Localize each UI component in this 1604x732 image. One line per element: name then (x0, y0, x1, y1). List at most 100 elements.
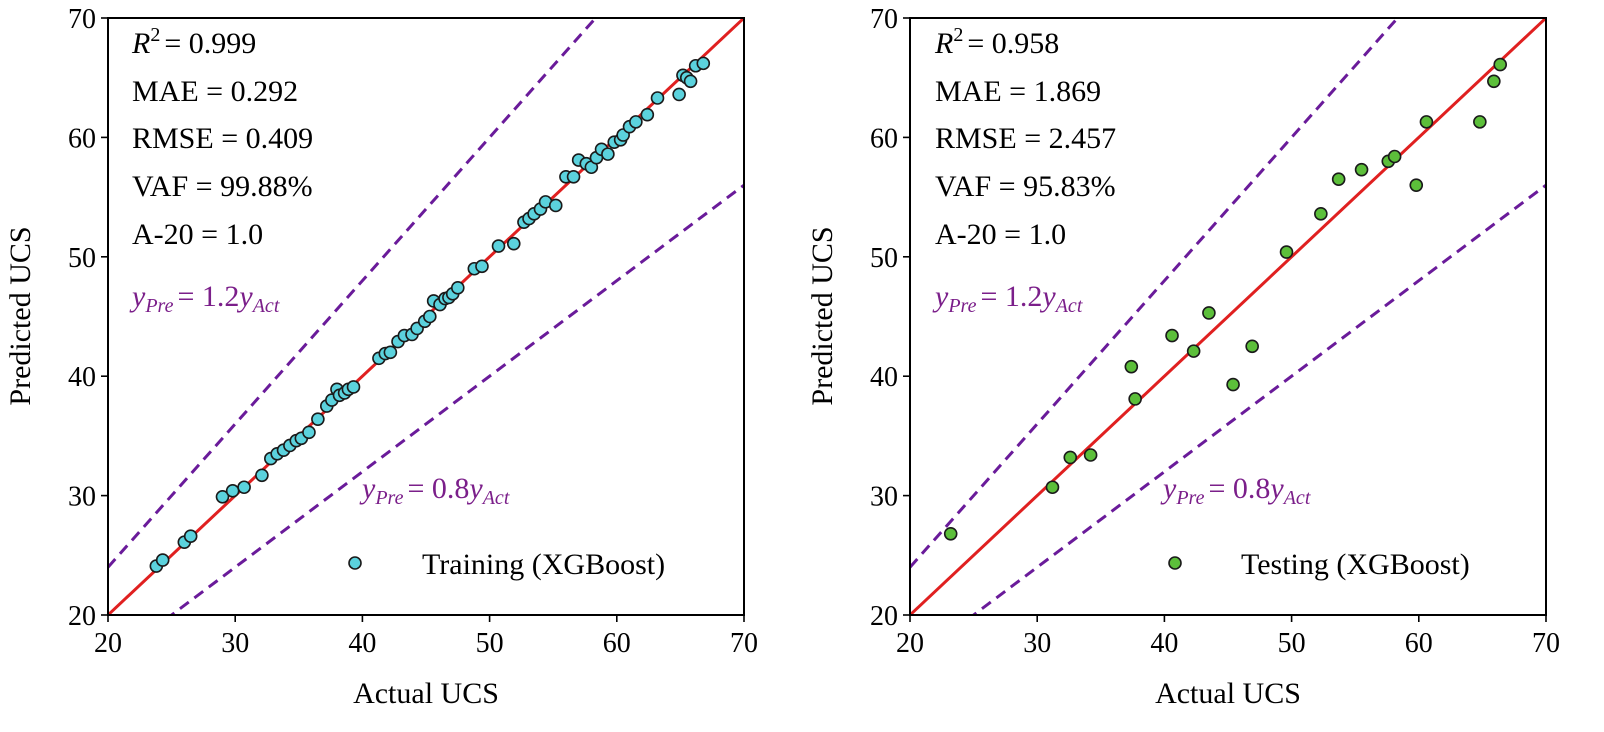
testing-x-tick-label: 70 (1532, 628, 1560, 659)
testing-data-point (1409, 178, 1424, 192)
training-a20-metric: A-20 = 1.0 (132, 218, 263, 251)
training-lower-bound-line (169, 183, 744, 615)
training-data-point (548, 198, 563, 213)
testing-mae-metric: MAE = 1.869 (935, 75, 1101, 108)
testing-data-point (1124, 359, 1139, 374)
training-x-tick-label: 50 (476, 628, 504, 659)
training-data-point (225, 484, 240, 498)
testing-y-tick-label: 40 (870, 362, 898, 393)
training-data-point (215, 489, 230, 504)
training-upper-bound-label: yPre = 1.2yAct (129, 280, 280, 317)
training-ticks: 20 30 40 50 60 70 20 30 40 50 60 70 (68, 4, 758, 659)
testing-data-point (1186, 344, 1201, 358)
training-upper-y-sub: Pre (144, 295, 173, 317)
training-data-point (491, 239, 506, 253)
training-r2-symbol: R (131, 27, 150, 60)
testing-y-tick-label: 60 (870, 123, 898, 154)
training-data-point (640, 107, 655, 122)
testing-ticks: 20 30 40 50 60 70 20 30 40 50 60 70 (870, 4, 1560, 659)
training-data-point (423, 309, 437, 324)
testing-plot-frame (909, 17, 1547, 616)
training-lower-x: y (466, 472, 483, 505)
testing-data-point (1473, 115, 1487, 129)
training-r2-metric: R2 = 0.999 (131, 24, 256, 60)
testing-upper-y-sub: Pre (947, 295, 976, 317)
training-data-point (183, 529, 198, 543)
testing-data-point (1387, 149, 1402, 164)
testing-data-point (1314, 207, 1328, 221)
training-x-tick-label: 70 (730, 628, 758, 659)
training-vaf-metric: VAF = 99.88% (132, 170, 313, 203)
testing-upper-eq: = 1.2 (980, 280, 1042, 313)
training-data-point (302, 425, 316, 440)
training-data-point (475, 259, 489, 274)
testing-lower-eq: = 0.8 (1208, 472, 1270, 505)
testing-legend-label: Testing (XGBoost) (1241, 548, 1470, 581)
testing-x-tick-label: 50 (1278, 628, 1306, 659)
training-data-point (237, 480, 251, 495)
training-plot-frame (107, 17, 745, 616)
training-r2-value: = 0.999 (164, 27, 256, 60)
testing-a20-metric: A-20 = 1.0 (935, 218, 1066, 251)
testing-lower-x-sub: Act (1282, 487, 1311, 509)
training-data-point (506, 236, 521, 251)
testing-y-tick-label: 70 (870, 4, 898, 35)
testing-lower-x: y (1267, 472, 1284, 505)
testing-points (943, 57, 1508, 541)
training-mae-metric: MAE = 0.292 (132, 75, 298, 108)
training-x-tick-label: 20 (94, 628, 122, 659)
training-lower-y-sub: Pre (374, 487, 403, 509)
training-data-point (629, 115, 643, 129)
training-y-axis-label: Predicted UCS (4, 226, 37, 405)
testing-data-point (1063, 450, 1078, 465)
testing-r2-exp: 2 (953, 24, 963, 46)
testing-lower-y-sub: Pre (1175, 487, 1204, 509)
training-y-tick-label: 40 (68, 362, 96, 393)
testing-data-point (1493, 57, 1508, 72)
testing-data-point (1245, 339, 1259, 354)
testing-data-point (943, 527, 958, 541)
testing-r2-value: = 0.958 (967, 27, 1059, 60)
training-legend-marker (348, 556, 362, 570)
testing-upper-bound-label: yPre = 1.2yAct (932, 280, 1083, 317)
testing-data-point (1331, 172, 1346, 186)
training-upper-x-sub: Act (251, 295, 280, 317)
testing-y-tick-label: 50 (870, 243, 898, 274)
training-points (149, 56, 711, 573)
training-data-point (650, 91, 665, 105)
training-data-point (696, 56, 711, 71)
training-upper-bound-line (108, 18, 598, 569)
testing-x-axis-label: Actual UCS (1155, 677, 1301, 710)
testing-r2-metric: R2 = 0.958 (934, 24, 1059, 60)
testing-rmse-metric: RMSE = 2.457 (935, 122, 1116, 155)
training-data-point (601, 147, 615, 161)
training-y-tick-label: 50 (68, 243, 96, 274)
training-y-tick-label: 30 (68, 482, 96, 513)
training-upper-y: y (129, 280, 146, 313)
training-upper-eq: = 1.2 (177, 280, 239, 313)
testing-upper-x: y (1039, 280, 1056, 313)
testing-y-tick-label: 30 (870, 482, 898, 513)
training-y-tick-label: 20 (68, 601, 96, 632)
training-legend-label: Training (XGBoost) (422, 548, 665, 581)
testing-data-point (1045, 480, 1060, 495)
training-x-tick-label: 40 (348, 628, 376, 659)
testing-plot-lines (910, 18, 1546, 615)
training-y-tick-label: 60 (68, 123, 96, 154)
training-data-point (155, 553, 170, 567)
testing-data-point (1487, 74, 1501, 89)
training-data-point (346, 380, 361, 394)
testing-x-tick-label: 30 (1023, 628, 1051, 659)
testing-x-tick-label: 60 (1405, 628, 1433, 659)
testing-x-tick-label: 40 (1150, 628, 1178, 659)
testing-data-point (1083, 448, 1098, 462)
training-data-point (450, 281, 465, 295)
testing-upper-bound-line (910, 18, 1400, 569)
testing-data-point (1165, 328, 1179, 343)
training-lower-bound-label: yPre = 0.8yAct (359, 472, 510, 509)
testing-upper-y: y (932, 280, 949, 313)
training-y-tick-label: 70 (68, 4, 96, 35)
testing-x-tick-label: 20 (896, 628, 924, 659)
